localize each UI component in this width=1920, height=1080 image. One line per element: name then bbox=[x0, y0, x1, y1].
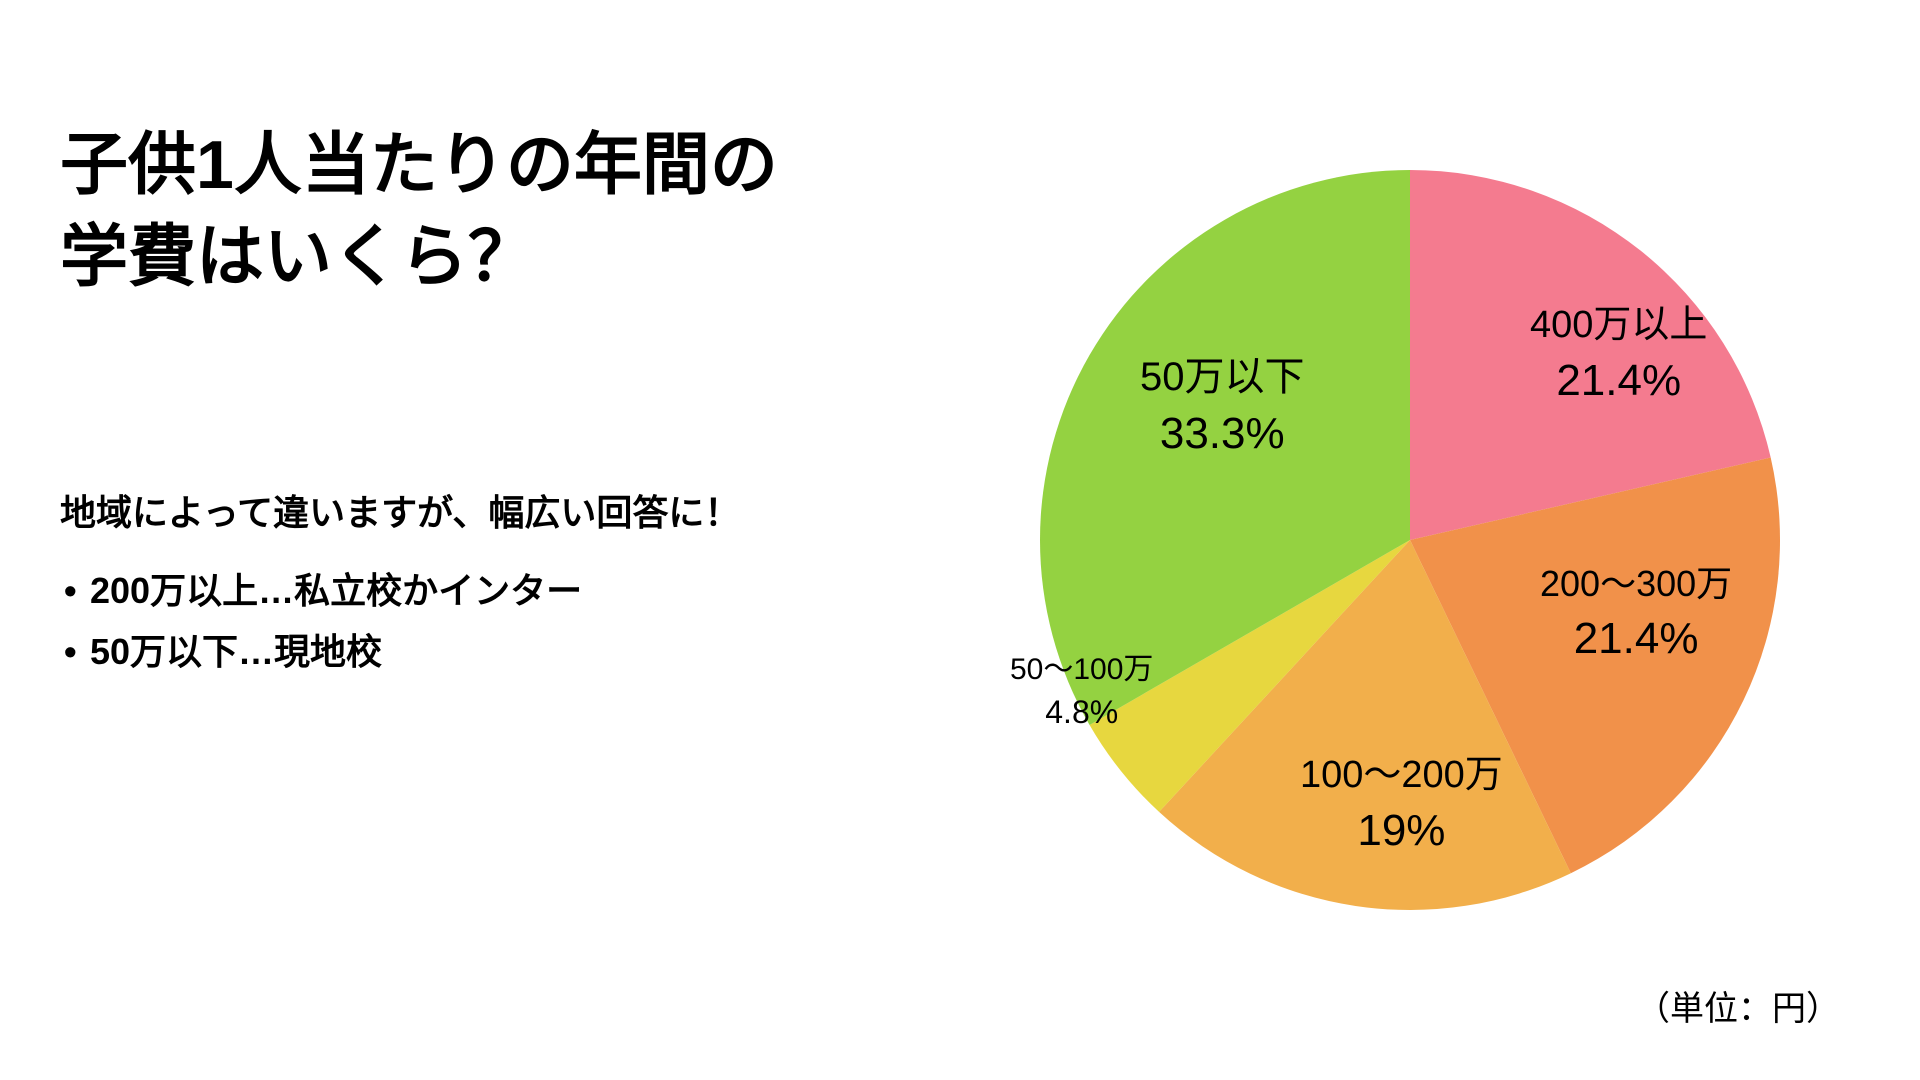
slice-label: 100〜200万19% bbox=[1300, 750, 1503, 861]
slice-label: 200〜300万21.4% bbox=[1540, 560, 1732, 668]
chart-panel: 400万以上21.4%200〜300万21.4%100〜200万19%50〜10… bbox=[960, 40, 1860, 1040]
slice-name: 100〜200万 bbox=[1300, 750, 1503, 801]
slice-label: 50万以下33.3% bbox=[1140, 350, 1305, 463]
slice-name: 200〜300万 bbox=[1540, 560, 1732, 609]
bullet-item: 50万以下…現地校 bbox=[90, 621, 960, 682]
subtitle: 地域によって違いますが、幅広い回答に！ bbox=[60, 484, 960, 536]
page-title: 子供1人当たりの年間の 学費はいくら？ bbox=[60, 120, 960, 304]
left-text-panel: 子供1人当たりの年間の 学費はいくら？ 地域によって違いますが、幅広い回答に！ … bbox=[60, 40, 960, 1040]
slice-percent: 33.3% bbox=[1140, 404, 1305, 463]
slice-percent: 4.8% bbox=[1010, 691, 1153, 734]
slice-percent: 21.4% bbox=[1530, 351, 1707, 410]
slice-name: 50万以下 bbox=[1140, 350, 1305, 404]
slice-label: 400万以上21.4% bbox=[1530, 300, 1707, 411]
title-line-1: 子供1人当たりの年間の bbox=[60, 127, 778, 203]
slice-name: 50〜100万 bbox=[1010, 650, 1153, 691]
title-line-2: 学費はいくら？ bbox=[60, 219, 536, 295]
bullet-item: 200万以上…私立校かインター bbox=[90, 560, 960, 621]
bullet-list: 200万以上…私立校かインター 50万以下…現地校 bbox=[60, 560, 960, 682]
unit-note: （単位：円） bbox=[1636, 981, 1840, 1030]
slice-label: 50〜100万4.8% bbox=[1010, 650, 1153, 734]
slice-percent: 21.4% bbox=[1540, 609, 1732, 668]
slice-percent: 19% bbox=[1300, 801, 1503, 860]
pie-chart: 400万以上21.4%200〜300万21.4%100〜200万19%50〜10… bbox=[1020, 150, 1800, 930]
slice-name: 400万以上 bbox=[1530, 300, 1707, 351]
